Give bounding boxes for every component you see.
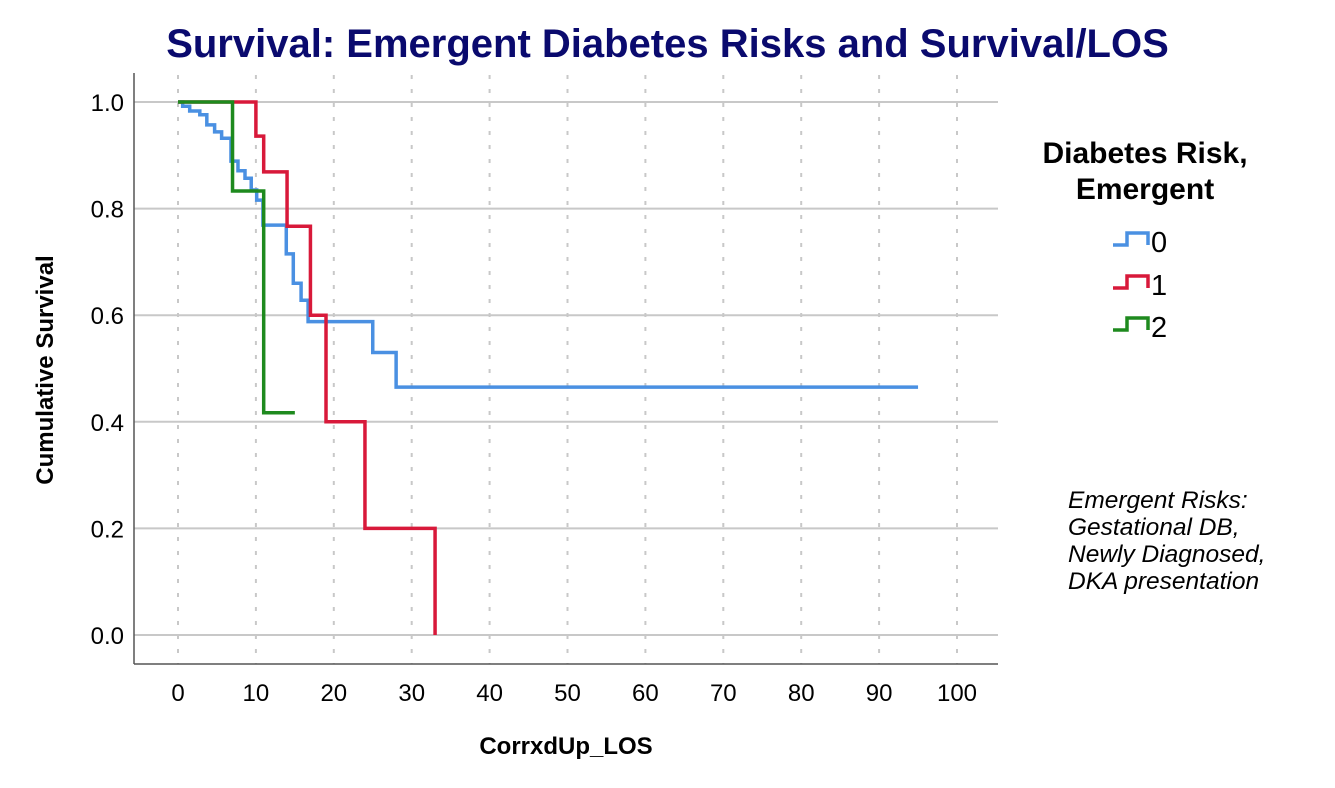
legend-title-line1: Diabetes Risk, [1042, 137, 1248, 170]
chart-title: Survival: Emergent Diabetes Risks and Su… [166, 22, 1169, 66]
y-tick-label: 0.0 [91, 623, 124, 650]
x-tick-label: 20 [320, 680, 347, 707]
x-tick-label: 60 [632, 680, 659, 707]
legend-swatch-2 [1113, 316, 1150, 332]
y-tick-label: 0.8 [91, 197, 124, 224]
y-tick-label: 1.0 [91, 90, 124, 117]
annotation-line: Emergent Risks: [1068, 487, 1248, 514]
x-tick-label: 100 [937, 680, 977, 707]
y-tick-labels: 0.0 0.2 0.4 0.6 0.8 1.0 [91, 90, 124, 650]
survival-curve-0 [178, 100, 919, 389]
x-tick-labels: 0 10 20 30 40 50 60 70 80 90 100 [171, 680, 977, 707]
survival-curve-2 [178, 100, 295, 415]
legend-label-0: 0 [1151, 226, 1168, 259]
legend-swatch-0 [1113, 231, 1150, 247]
y-tick-label: 0.6 [91, 303, 124, 330]
survival-curve-1 [178, 100, 437, 635]
y-tick-label: 0.4 [91, 410, 124, 437]
x-axis-label: CorrxdUp_LOS [479, 733, 653, 760]
legend-label-1: 1 [1151, 269, 1168, 302]
x-tick-label: 40 [476, 680, 503, 707]
annotation-line: Gestational DB, [1068, 514, 1240, 541]
annotation-text: Emergent Risks: Gestational DB, Newly Di… [1068, 487, 1265, 595]
series-lines [178, 100, 919, 635]
horizontal-gridlines [134, 101, 998, 636]
x-tick-label: 30 [398, 680, 425, 707]
legend-title-line2: Emergent [1075, 173, 1215, 206]
legend-label-2: 2 [1151, 311, 1168, 344]
legend-item-2: 2 [1111, 311, 1168, 344]
x-tick-label: 50 [554, 680, 581, 707]
x-tick-label: 90 [866, 680, 893, 707]
vertical-gridlines [177, 75, 958, 664]
annotation-line: Newly Diagnosed, [1068, 541, 1266, 568]
x-tick-label: 80 [788, 680, 815, 707]
legend-item-1: 1 [1111, 269, 1168, 302]
y-tick-label: 0.2 [91, 516, 124, 543]
legend-item-0: 0 [1111, 226, 1168, 259]
annotation-line: DKA presentation [1068, 568, 1260, 595]
x-tick-label: 0 [171, 680, 184, 707]
x-tick-label: 10 [243, 680, 270, 707]
x-tick-label: 70 [710, 680, 737, 707]
legend-swatch-1 [1113, 274, 1150, 290]
axes [133, 73, 998, 665]
legend-title: Diabetes Risk, Emergent [1042, 136, 1247, 208]
